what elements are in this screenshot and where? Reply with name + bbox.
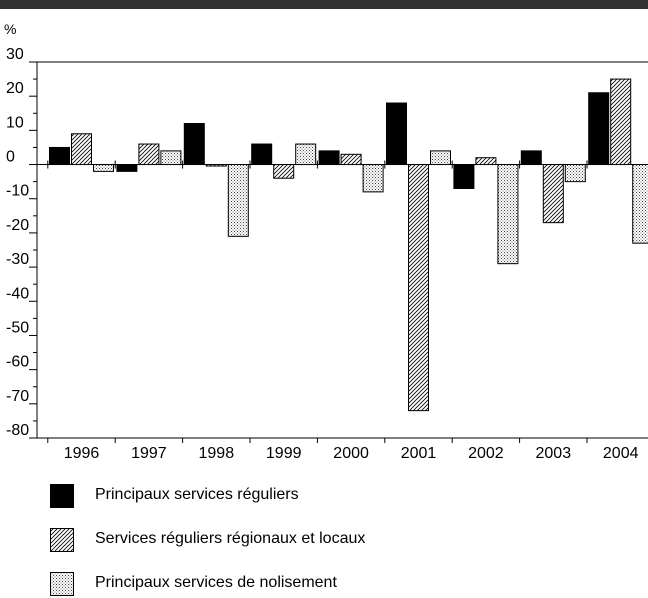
bar-series-3-2000 [363, 165, 383, 192]
labels: % 30 20 10 0 -10 -20 -30 -40 -50 -60 -70 -80 1996 1997… [4, 21, 639, 462]
legend: Principaux services réguliers Services r… [50, 484, 610, 594]
bar-chart: % 30 20 10 0 -10 -20 -30 -40 -50 -60 -70 -80 1996 1997… [0, 0, 648, 470]
y-tick-label: 30 [6, 46, 24, 63]
bar-series-2-1997 [139, 144, 159, 165]
bar-series-2-2001 [409, 165, 429, 411]
y-tick-label: -60 [6, 354, 29, 371]
y-unit-label: % [4, 21, 16, 37]
bar-series-1-2003 [521, 151, 541, 165]
bar-series-3-2003 [565, 165, 585, 182]
bar-series-1-1997 [117, 165, 137, 172]
bar-series-3-1999 [296, 144, 316, 165]
y-tick-label: -40 [6, 285, 29, 302]
bar-series-2-1999 [274, 165, 294, 179]
bar-series-3-2001 [431, 151, 451, 165]
bar-series-3-2004 [633, 165, 648, 244]
bar-series-2-2000 [341, 154, 361, 164]
legend-item-series-3: Principaux services de nolisement [50, 572, 610, 598]
bar-series-1-2001 [387, 103, 407, 165]
x-tick-label: 1996 [64, 445, 100, 462]
y-tick-label: -10 [6, 183, 29, 200]
legend-swatch-dotted [50, 572, 74, 596]
bar-series-1-2004 [589, 93, 609, 165]
legend-label: Principaux services de nolisement [95, 574, 337, 592]
bar-series-3-2002 [498, 165, 518, 264]
legend-item-series-2: Services réguliers régionaux et locaux [50, 528, 610, 554]
x-tick-label: 2003 [536, 445, 572, 462]
axes [29, 62, 648, 443]
legend-item-series-1: Principaux services réguliers [50, 484, 610, 510]
legend-swatch-solid [50, 484, 74, 508]
legend-label: Principaux services réguliers [95, 486, 299, 504]
x-tick-label: 2004 [603, 445, 639, 462]
y-tick-label: -30 [6, 251, 29, 268]
bar-series-3-1998 [228, 165, 248, 237]
x-tick-label: 1997 [131, 445, 167, 462]
y-tick-label: -20 [6, 217, 29, 234]
bars [50, 79, 648, 411]
x-tick-label: 2001 [401, 445, 437, 462]
bar-series-1-2000 [319, 151, 339, 165]
y-tick-label: -50 [6, 319, 29, 336]
bar-series-1-2002 [454, 165, 474, 189]
bar-series-1-1998 [184, 124, 204, 165]
bar-series-2-2003 [543, 165, 563, 223]
bar-series-1-1996 [50, 147, 70, 164]
y-tick-label: 10 [6, 114, 24, 131]
bar-series-2-2002 [476, 158, 496, 165]
x-tick-label: 1999 [266, 445, 302, 462]
x-tick-label: 1998 [199, 445, 235, 462]
y-tick-label: 0 [6, 149, 15, 166]
bar-series-2-1996 [72, 134, 92, 165]
y-tick-label: -70 [6, 388, 29, 405]
bar-series-1-1999 [252, 144, 272, 165]
legend-swatch-hatch [50, 528, 74, 552]
x-tick-label: 2002 [468, 445, 504, 462]
bar-series-3-1996 [94, 165, 114, 172]
y-tick-label: -80 [6, 422, 29, 439]
bar-series-3-1997 [161, 151, 181, 165]
legend-label: Services réguliers régionaux et locaux [95, 530, 365, 548]
x-tick-label: 2000 [333, 445, 369, 462]
bar-series-2-1998 [206, 165, 226, 167]
y-tick-label: 20 [6, 80, 24, 97]
bar-series-2-2004 [611, 79, 631, 164]
